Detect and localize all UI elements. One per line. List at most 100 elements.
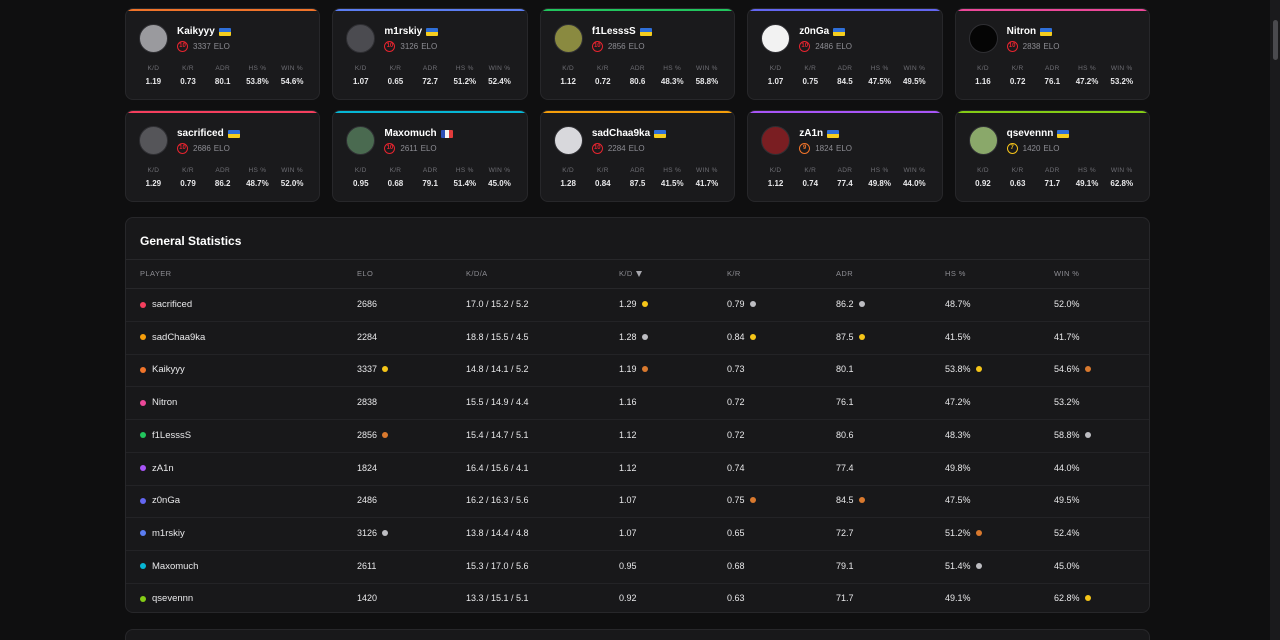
player-name[interactable]: sadChaa9ka bbox=[591, 127, 651, 139]
stat-hs: HS % 48.3% bbox=[655, 65, 690, 86]
avatar[interactable] bbox=[346, 126, 376, 155]
player-name[interactable]: z0nGa bbox=[799, 25, 830, 37]
kda-cell: 15.5 / 14.9 / 4.4 bbox=[466, 397, 529, 407]
player-name[interactable]: qsevennn bbox=[1006, 127, 1054, 139]
table-row[interactable]: zA1n 1824 16.4 / 15.6 / 4.1 1.12 0.74 77.4 49.… bbox=[126, 453, 1149, 486]
table-row[interactable]: f1LesssS 2856 15.4 / 14.7 / 5.1 1.12 0.72 80.… bbox=[126, 420, 1149, 453]
stat-kd: K/D 1.07 bbox=[758, 65, 793, 86]
player-name[interactable]: Nitron bbox=[1006, 25, 1037, 37]
player-card[interactable]: f1LesssS 10 2856 ELO K/D 1.12 K/R 0.72 ADR 80.6 HS… bbox=[539, 8, 736, 100]
stat-hs: HS % 49.1% bbox=[1070, 167, 1105, 188]
card-stats: K/D 1.28 K/R 0.84 ADR 87.5 HS % 41.5% WIN % 41.7% bbox=[541, 167, 734, 188]
card-accent-bar bbox=[540, 111, 735, 113]
avatar[interactable] bbox=[968, 126, 998, 155]
player-card[interactable]: qsevennn 7 1420 ELO K/D 0.92 K/R 0.63 ADR 71.7 HS … bbox=[954, 110, 1151, 202]
player-name[interactable]: m1rskiy bbox=[384, 25, 423, 37]
scrollbar-thumb[interactable] bbox=[1273, 20, 1278, 60]
player-name[interactable]: f1LesssS bbox=[591, 25, 636, 37]
player-name: z0nGa bbox=[152, 495, 180, 507]
table-row[interactable]: sadChaa9ka 2284 18.8 / 15.5 / 4.5 1.28 0.84 8… bbox=[126, 322, 1149, 355]
avatar[interactable] bbox=[139, 24, 168, 53]
stat-kd: K/D 1.29 bbox=[136, 167, 171, 188]
header-hs[interactable]: HS % bbox=[945, 269, 966, 278]
rank-silver-dot-icon bbox=[975, 562, 982, 569]
stat-value: 45.0% bbox=[488, 179, 511, 188]
header-kd[interactable]: K/D bbox=[619, 269, 642, 278]
header-elo[interactable]: ELO bbox=[357, 269, 374, 278]
header-adr[interactable]: ADR bbox=[836, 269, 854, 278]
avatar[interactable] bbox=[553, 24, 583, 53]
kr-cell: 0.84 bbox=[727, 332, 756, 342]
table-row[interactable]: qsevennn 1420 13.3 / 15.1 / 5.1 0.92 0.63 71.… bbox=[126, 583, 1149, 612]
avatar[interactable] bbox=[346, 24, 376, 53]
stat-kd: K/D 0.92 bbox=[966, 167, 1001, 188]
table-row[interactable]: z0nGa 2486 16.2 / 16.3 / 5.6 1.07 0.75 84.5 47… bbox=[126, 485, 1149, 519]
stat-label: ADR bbox=[837, 167, 853, 174]
player-card[interactable]: Kaikyyy 10 3337 ELO K/D 1.19 K/R 0.73 ADR 80.1 HS … bbox=[125, 8, 321, 100]
header-kr[interactable]: K/R bbox=[727, 269, 741, 278]
player-name-line: zA1n bbox=[799, 128, 852, 140]
player-name[interactable]: Kaikyyy bbox=[177, 25, 215, 37]
player-color-dot bbox=[140, 595, 146, 602]
avatar[interactable] bbox=[139, 126, 168, 155]
player-cell[interactable]: sadChaa9ka bbox=[140, 332, 205, 343]
flag-ua-icon bbox=[827, 129, 840, 138]
player-cell[interactable]: sacrificed bbox=[140, 299, 192, 310]
card-header: m1rskiy 10 3126 ELO bbox=[346, 24, 439, 53]
kda-value: 17.0 / 15.2 / 5.2 bbox=[466, 299, 529, 309]
player-card[interactable]: z0nGa 10 2486 ELO K/D 1.07 K/R 0.75 ADR 84.5 HS % 4… bbox=[747, 8, 943, 100]
stat-label: K/D bbox=[147, 167, 160, 174]
stat-value: 53.2% bbox=[1110, 77, 1134, 86]
player-card[interactable]: sacrificed 10 2686 ELO K/D 1.29 K/R 0.79 ADR 86.2… bbox=[125, 110, 321, 202]
avatar[interactable] bbox=[553, 126, 583, 155]
player-card[interactable]: Nitron 10 2838 ELO K/D 1.16 K/R 0.72 ADR 76.1 HS %… bbox=[954, 8, 1151, 100]
avatar[interactable] bbox=[761, 126, 791, 155]
stat-value: 0.65 bbox=[387, 77, 404, 86]
table-row[interactable]: m1rskiy 3126 13.8 / 14.4 / 4.8 1.07 0.65 72.7… bbox=[126, 518, 1149, 551]
card-stats: K/D 1.07 K/R 0.75 ADR 84.5 HS % 47.5% WIN % 49.5% bbox=[748, 65, 941, 86]
stat-label: WIN % bbox=[1110, 167, 1133, 174]
hs-cell: 51.4% bbox=[945, 561, 982, 571]
table-row[interactable]: Nitron 2838 15.5 / 14.9 / 4.4 1.16 0.72 76.1 4… bbox=[126, 387, 1149, 421]
header-win[interactable]: WIN % bbox=[1054, 269, 1080, 278]
player-cell[interactable]: Nitron bbox=[140, 397, 177, 408]
player-cell[interactable]: Kaikyyy bbox=[140, 364, 185, 375]
avatar[interactable] bbox=[761, 24, 791, 53]
player-cell[interactable]: z0nGa bbox=[140, 495, 180, 506]
player-name[interactable]: Maxomuch bbox=[384, 127, 437, 139]
stat-label: K/R bbox=[804, 65, 817, 72]
player-card[interactable]: zA1n 9 1824 ELO K/D 1.12 K/R 0.74 ADR 77.4 HS % 49.… bbox=[747, 110, 943, 202]
kda-cell: 17.0 / 15.2 / 5.2 bbox=[466, 299, 529, 309]
player-identity: Maxomuch 10 2611 ELO bbox=[384, 127, 453, 154]
skill-level-icon: 7 bbox=[1006, 142, 1018, 154]
player-card[interactable]: Maxomuch 10 2611 ELO K/D 0.95 K/R 0.68 ADR 79.1 HS… bbox=[332, 110, 528, 202]
player-cell[interactable]: f1LesssS bbox=[140, 430, 191, 441]
table-row[interactable]: Kaikyyy 3337 14.8 / 14.1 / 5.2 1.19 0.73 80.1… bbox=[126, 354, 1149, 388]
table-row[interactable]: sacrificed 2686 17.0 / 15.2 / 5.2 1.29 0.79 8… bbox=[126, 289, 1149, 322]
player-cell[interactable]: m1rskiy bbox=[140, 528, 185, 539]
player-card[interactable]: sadChaa9ka 10 2284 ELO K/D 1.28 K/R 0.84 ADR 87.5… bbox=[539, 110, 736, 202]
kd-cell: 1.16 bbox=[619, 397, 637, 407]
header-kda[interactable]: K/D/A bbox=[466, 269, 488, 278]
player-cell[interactable]: Maxomuch bbox=[140, 561, 198, 572]
win-value: 53.2% bbox=[1054, 397, 1080, 408]
player-name: sadChaa9ka bbox=[152, 331, 206, 343]
player-name[interactable]: sacrificed bbox=[177, 127, 224, 139]
stat-value: 1.07 bbox=[767, 77, 784, 86]
header-player[interactable]: PLAYER bbox=[140, 269, 172, 278]
player-card[interactable]: m1rskiy 10 3126 ELO K/D 1.07 K/R 0.65 ADR 72.7 HS … bbox=[332, 8, 528, 100]
skill-level-icon: 10 bbox=[1006, 40, 1018, 52]
player-cell[interactable]: zA1n bbox=[140, 463, 174, 474]
page-scrollbar[interactable] bbox=[1270, 0, 1280, 640]
avatar[interactable] bbox=[968, 24, 998, 53]
kr-cell: 0.73 bbox=[727, 364, 745, 374]
table-row[interactable]: Maxomuch 2611 15.3 / 17.0 / 5.6 0.95 0.68 79.… bbox=[126, 551, 1149, 584]
player-cell[interactable]: qsevennn bbox=[140, 593, 193, 604]
next-panel bbox=[125, 629, 1150, 640]
player-identity: zA1n 9 1824 ELO bbox=[799, 128, 852, 154]
stat-hs: HS % 41.5% bbox=[655, 167, 690, 188]
hs-value: 49.8% bbox=[945, 462, 971, 473]
player-name[interactable]: zA1n bbox=[799, 127, 824, 139]
elo-line: 10 2284 ELO bbox=[591, 142, 666, 154]
stat-value: 54.6% bbox=[280, 77, 304, 86]
